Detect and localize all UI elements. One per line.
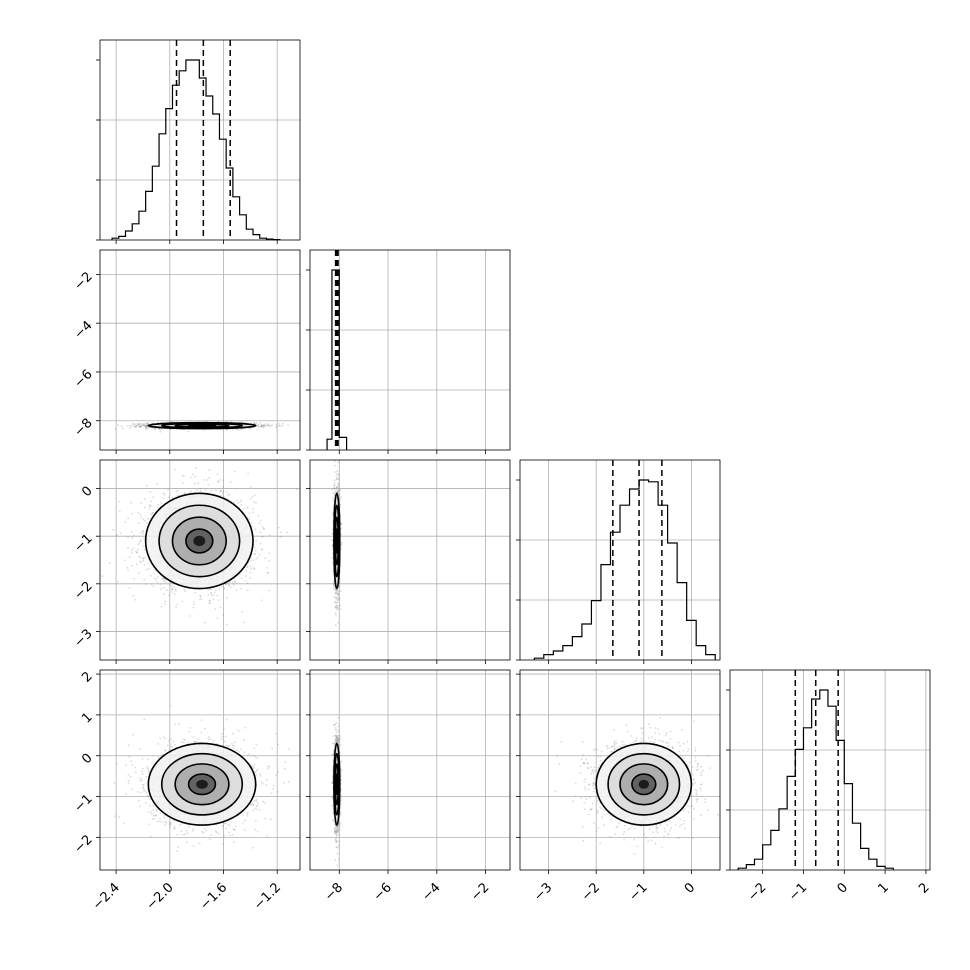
y-tick-label-3-3: −1 [71, 792, 95, 816]
histogram-panel-1 [306, 249, 511, 451]
y-tick-label-3-2: 0 [79, 751, 95, 767]
contour-1 [158, 504, 241, 578]
contour-2 [619, 763, 669, 806]
scatter-panel-2-3 [519, 669, 721, 871]
x-tick-label-0-0: −2.4 [90, 880, 123, 913]
x-tick-label-2-0: −3 [531, 880, 555, 904]
x-tick-label-2-3: 0 [682, 880, 698, 896]
histogram-step-0 [111, 59, 281, 241]
contour-3 [187, 424, 217, 428]
x-tick-label-1-0: −8 [322, 880, 346, 904]
x-tick-label-1-1: −6 [371, 880, 395, 904]
y-tick-label-2-3: −3 [71, 626, 95, 650]
contour-3 [187, 773, 217, 796]
axes-frame-2-2 [519, 459, 721, 661]
y-tick-label-2-0: 0 [79, 484, 95, 500]
x-tick-label-3-1: −1 [786, 880, 810, 904]
contour-3 [185, 528, 214, 554]
y-tick-label-1-3: −8 [71, 416, 95, 440]
y-tick-label-3-0: 2 [79, 669, 95, 685]
y-axis-1: −2 −4 −6 −8 [71, 269, 100, 440]
axes-frame-1-1 [309, 249, 511, 451]
x-tick-label-2-2: −1 [626, 880, 650, 904]
contour-2 [171, 516, 227, 566]
histogram-panel-3 [726, 669, 931, 871]
x-tick-label-0-1: −2.0 [144, 880, 177, 913]
axes-frame-0-1 [99, 249, 301, 451]
panel-content [330, 716, 343, 867]
scatter-panel-1-2 [309, 459, 511, 661]
y-tick-label-1-2: −6 [71, 367, 95, 391]
panel-content [331, 460, 343, 627]
histogram-step-2 [533, 479, 716, 660]
x-tick-label-3-3: 1 [875, 880, 891, 896]
contour-1 [160, 752, 244, 816]
x-tick-label-3-2: 0 [835, 880, 851, 896]
scatter-panel-0-2 [99, 459, 301, 661]
contour-1 [607, 752, 681, 816]
axes-frame-1-3 [309, 669, 511, 871]
panel-content [554, 716, 719, 855]
x-tick-label-0-3: −1.2 [251, 880, 284, 913]
x-tick-label-3-0: −2 [745, 880, 769, 904]
contour-0 [147, 742, 257, 826]
y-tick-label-3-4: −2 [71, 832, 95, 856]
y-tick-label-1-1: −4 [71, 318, 95, 342]
axes-frame-2-3 [519, 669, 721, 871]
x-tick-label-1-2: −4 [419, 880, 443, 904]
y-tick-label-2-2: −2 [71, 579, 95, 603]
density-level-4 [193, 535, 206, 547]
x-tick-label-2-1: −2 [579, 880, 603, 904]
x-tick-label-1-3: −2 [468, 880, 492, 904]
y-tick-label-3-1: 1 [79, 710, 95, 726]
y-tick-label-2-1: −1 [71, 531, 95, 555]
y-axis-3: 2 1 0 −1 −2 [71, 669, 520, 857]
axes-frame-0-2 [99, 459, 301, 661]
contour-3 [631, 773, 657, 796]
density-level-4 [638, 779, 650, 789]
axes-frame-0-3 [99, 669, 301, 871]
contour-3 [335, 528, 339, 554]
x-tick-label-0-2: −1.6 [197, 880, 230, 913]
panel-content [101, 467, 298, 626]
histogram-step-3 [737, 689, 894, 870]
density-level-4 [196, 779, 208, 789]
contour-0 [144, 492, 254, 590]
x-axis-3: −2 −1 0 1 2 [745, 870, 933, 904]
axes-frame-0-0 [99, 39, 301, 241]
scatter-panel-1-3 [309, 669, 511, 871]
panel-content [113, 704, 290, 852]
scatter-panel-0-3 [99, 669, 301, 871]
contour-0 [595, 742, 693, 826]
scatter-panel-0-1 [99, 249, 301, 451]
panel-content [114, 419, 289, 433]
contour-3 [335, 773, 339, 796]
histogram-panel-2 [516, 459, 721, 661]
axes-frame-3-3 [729, 669, 931, 871]
x-tick-label-3-4: 2 [916, 880, 932, 896]
x-axis-1: −8 −6 −4 −2 [322, 450, 492, 904]
histogram-panel-0 [96, 39, 301, 241]
axes-frame-1-2 [309, 459, 511, 661]
y-tick-label-1-0: −2 [71, 269, 95, 293]
contour-2 [174, 763, 230, 806]
